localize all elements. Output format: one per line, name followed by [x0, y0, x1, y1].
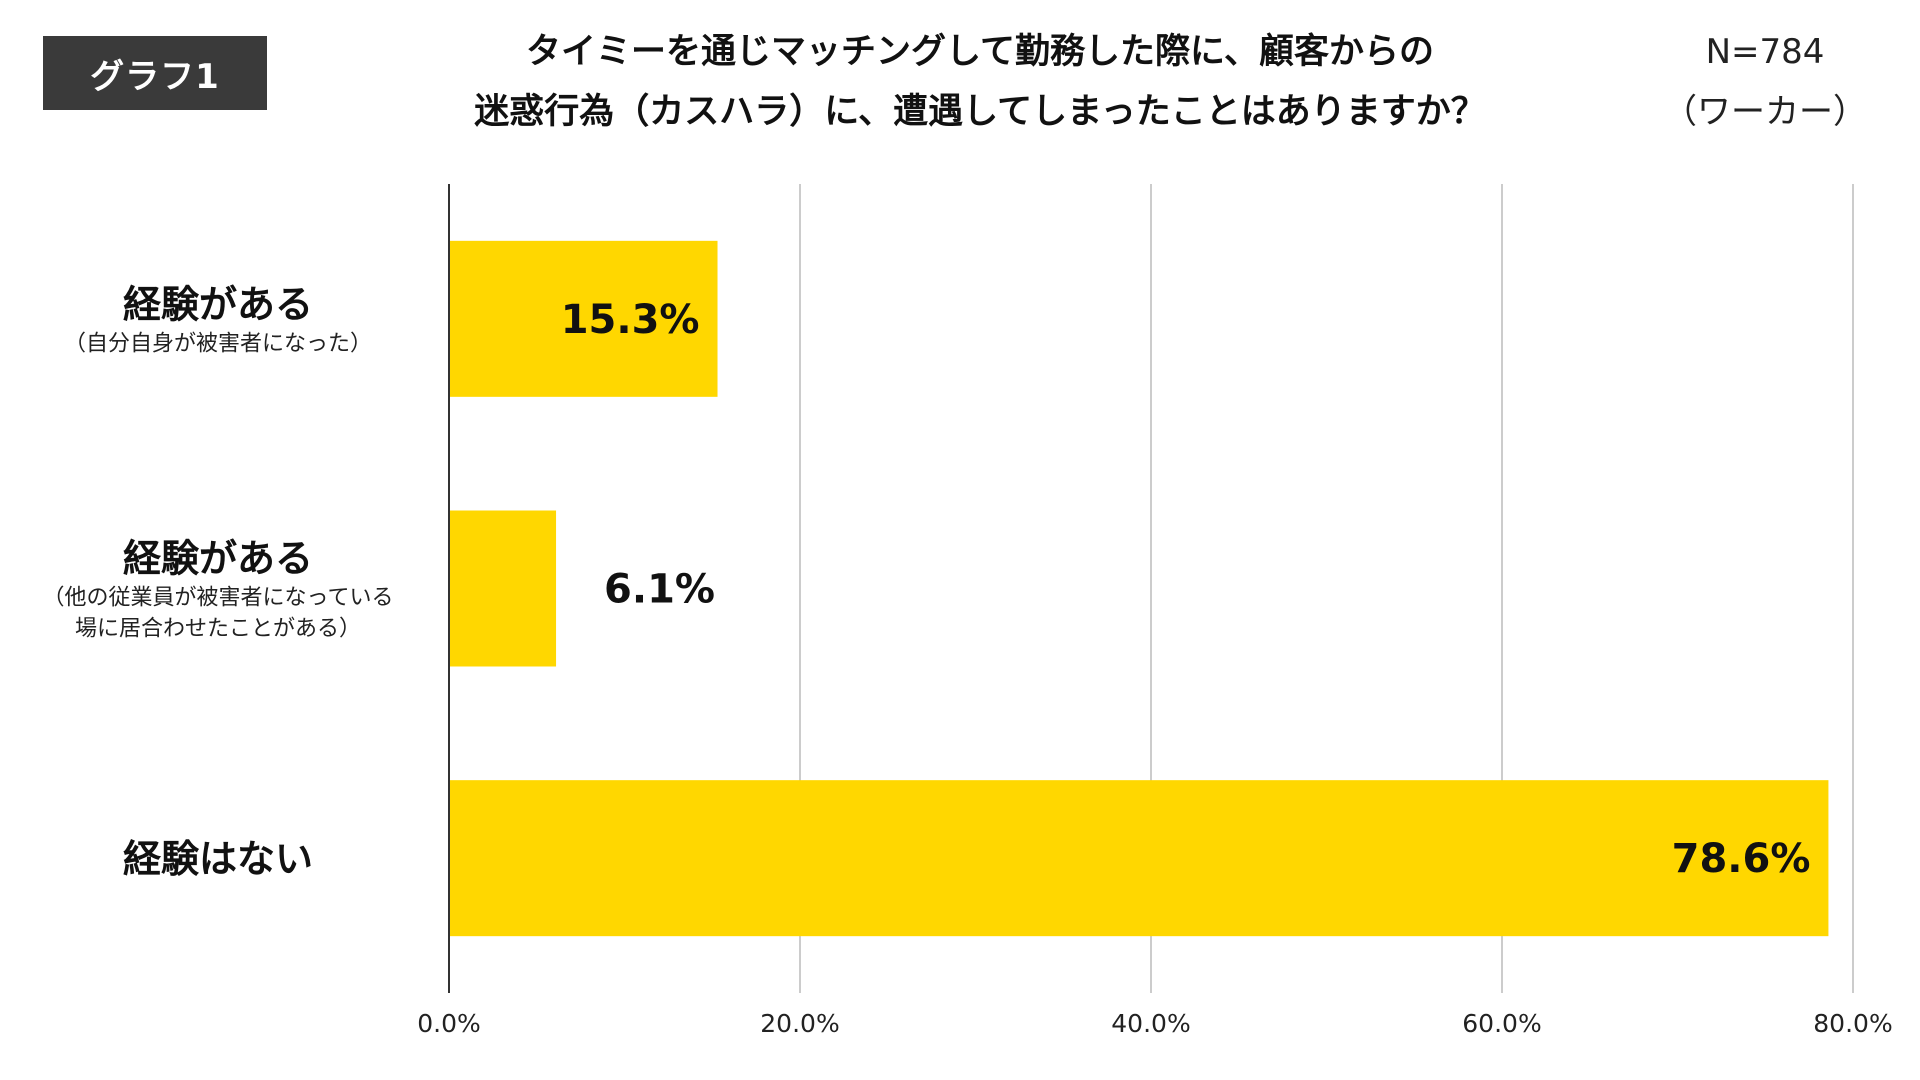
x-tick-label-2: 40.0% — [1111, 1009, 1190, 1038]
chart-title: タイミーを通じマッチングして勤務した際に、顧客からの 迷惑行為（カスハラ）に、遭… — [400, 22, 1560, 142]
x-tick-label-3: 60.0% — [1462, 1009, 1541, 1038]
category-label-0: 経験がある — [123, 282, 313, 326]
sample-group: （ワーカー） — [1663, 92, 1867, 132]
category-sublabel-1-1: （他の従業員が被害者になっている — [43, 586, 394, 611]
category-label-2: 経験はない — [123, 837, 313, 881]
chart-number-badge: グラフ1 — [43, 36, 267, 110]
sample-size: N=784 — [1705, 32, 1825, 72]
bar-value-label-1: 6.1% — [604, 567, 715, 613]
bar-2 — [450, 780, 1829, 937]
x-tick-label-1: 20.0% — [760, 1009, 839, 1038]
sample-info: N=784 （ワーカー） — [1640, 22, 1890, 142]
x-tick-label-0: 0.0% — [417, 1009, 481, 1038]
chart-number-label: グラフ1 — [90, 56, 220, 97]
category-sublabel-0-1: （自分自身が被害者になった） — [64, 331, 372, 356]
chart-title-line-1: タイミーを通じマッチングして勤務した際に、顧客からの — [526, 32, 1434, 72]
bar-value-label-2: 78.6% — [1672, 836, 1811, 882]
bar-0 — [450, 240, 718, 397]
category-sublabel-1-2: 場に居合わせたことがある） — [75, 617, 361, 642]
bar-1 — [450, 510, 557, 667]
bar-value-label-0: 15.3% — [561, 297, 700, 343]
chart-title-line-2: 迷惑行為（カスハラ）に、遭遇してしまったことはありますか？ — [474, 92, 1486, 132]
x-tick-label-4: 80.0% — [1813, 1009, 1892, 1038]
category-label-1: 経験がある — [123, 537, 313, 581]
